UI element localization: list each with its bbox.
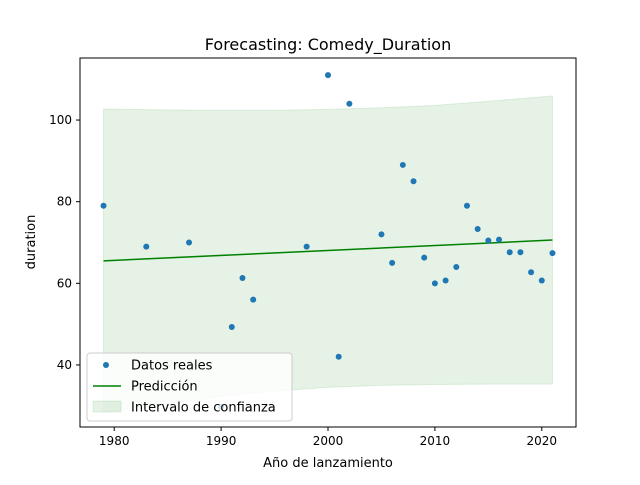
legend-box: [86, 352, 293, 422]
x-tick-label: 1980: [99, 434, 130, 448]
x-tick-label: 2010: [420, 434, 451, 448]
data-point: [389, 259, 396, 266]
data-point: [228, 323, 235, 330]
y-tick-label: 100: [49, 113, 72, 127]
y-tick-label: 80: [57, 195, 72, 209]
data-point: [346, 100, 353, 107]
data-point: [335, 353, 342, 360]
legend-marker-intervalo: [92, 400, 122, 413]
data-point: [549, 250, 556, 257]
legend-label-datos-reales: Datos reales: [131, 359, 213, 374]
data-point: [496, 236, 503, 243]
data-point: [100, 202, 107, 209]
data-point: [186, 239, 193, 246]
chart-title: Forecasting: Comedy_Duration: [205, 35, 451, 55]
x-axis-label: Año de lanzamiento: [263, 456, 393, 471]
y-tick-label: 60: [57, 276, 72, 290]
data-point: [485, 237, 492, 244]
prediction-line: [103, 239, 553, 262]
legend-label-prediccion: Predicción: [131, 380, 198, 395]
data-point: [528, 269, 535, 276]
legend: Datos reales Predicción Intervalo de con…: [86, 352, 293, 422]
y-tick-label: 40: [57, 358, 72, 372]
data-point: [431, 280, 438, 287]
x-tick-label: 2020: [527, 434, 558, 448]
data-point: [325, 72, 331, 79]
y-axis-label: duration: [24, 215, 39, 270]
data-point: [410, 178, 417, 185]
data-point: [378, 231, 385, 238]
data-point: [421, 254, 428, 261]
data-point: [442, 277, 449, 284]
x-tick-label: 1990: [206, 434, 237, 448]
x-tick-label: 2000: [313, 434, 344, 448]
data-point: [474, 226, 481, 233]
data-point: [506, 249, 513, 256]
data-point: [517, 249, 524, 256]
data-point: [143, 243, 150, 250]
legend-label-intervalo: Intervalo de confianza: [131, 401, 276, 416]
data-point: [453, 263, 460, 270]
data-point: [538, 277, 545, 284]
data-point: [399, 161, 406, 168]
data-point: [250, 296, 257, 303]
data-point: [303, 243, 310, 250]
data-point: [239, 275, 246, 282]
legend-marker-datos-reales: [103, 362, 109, 368]
data-point: [463, 202, 470, 209]
